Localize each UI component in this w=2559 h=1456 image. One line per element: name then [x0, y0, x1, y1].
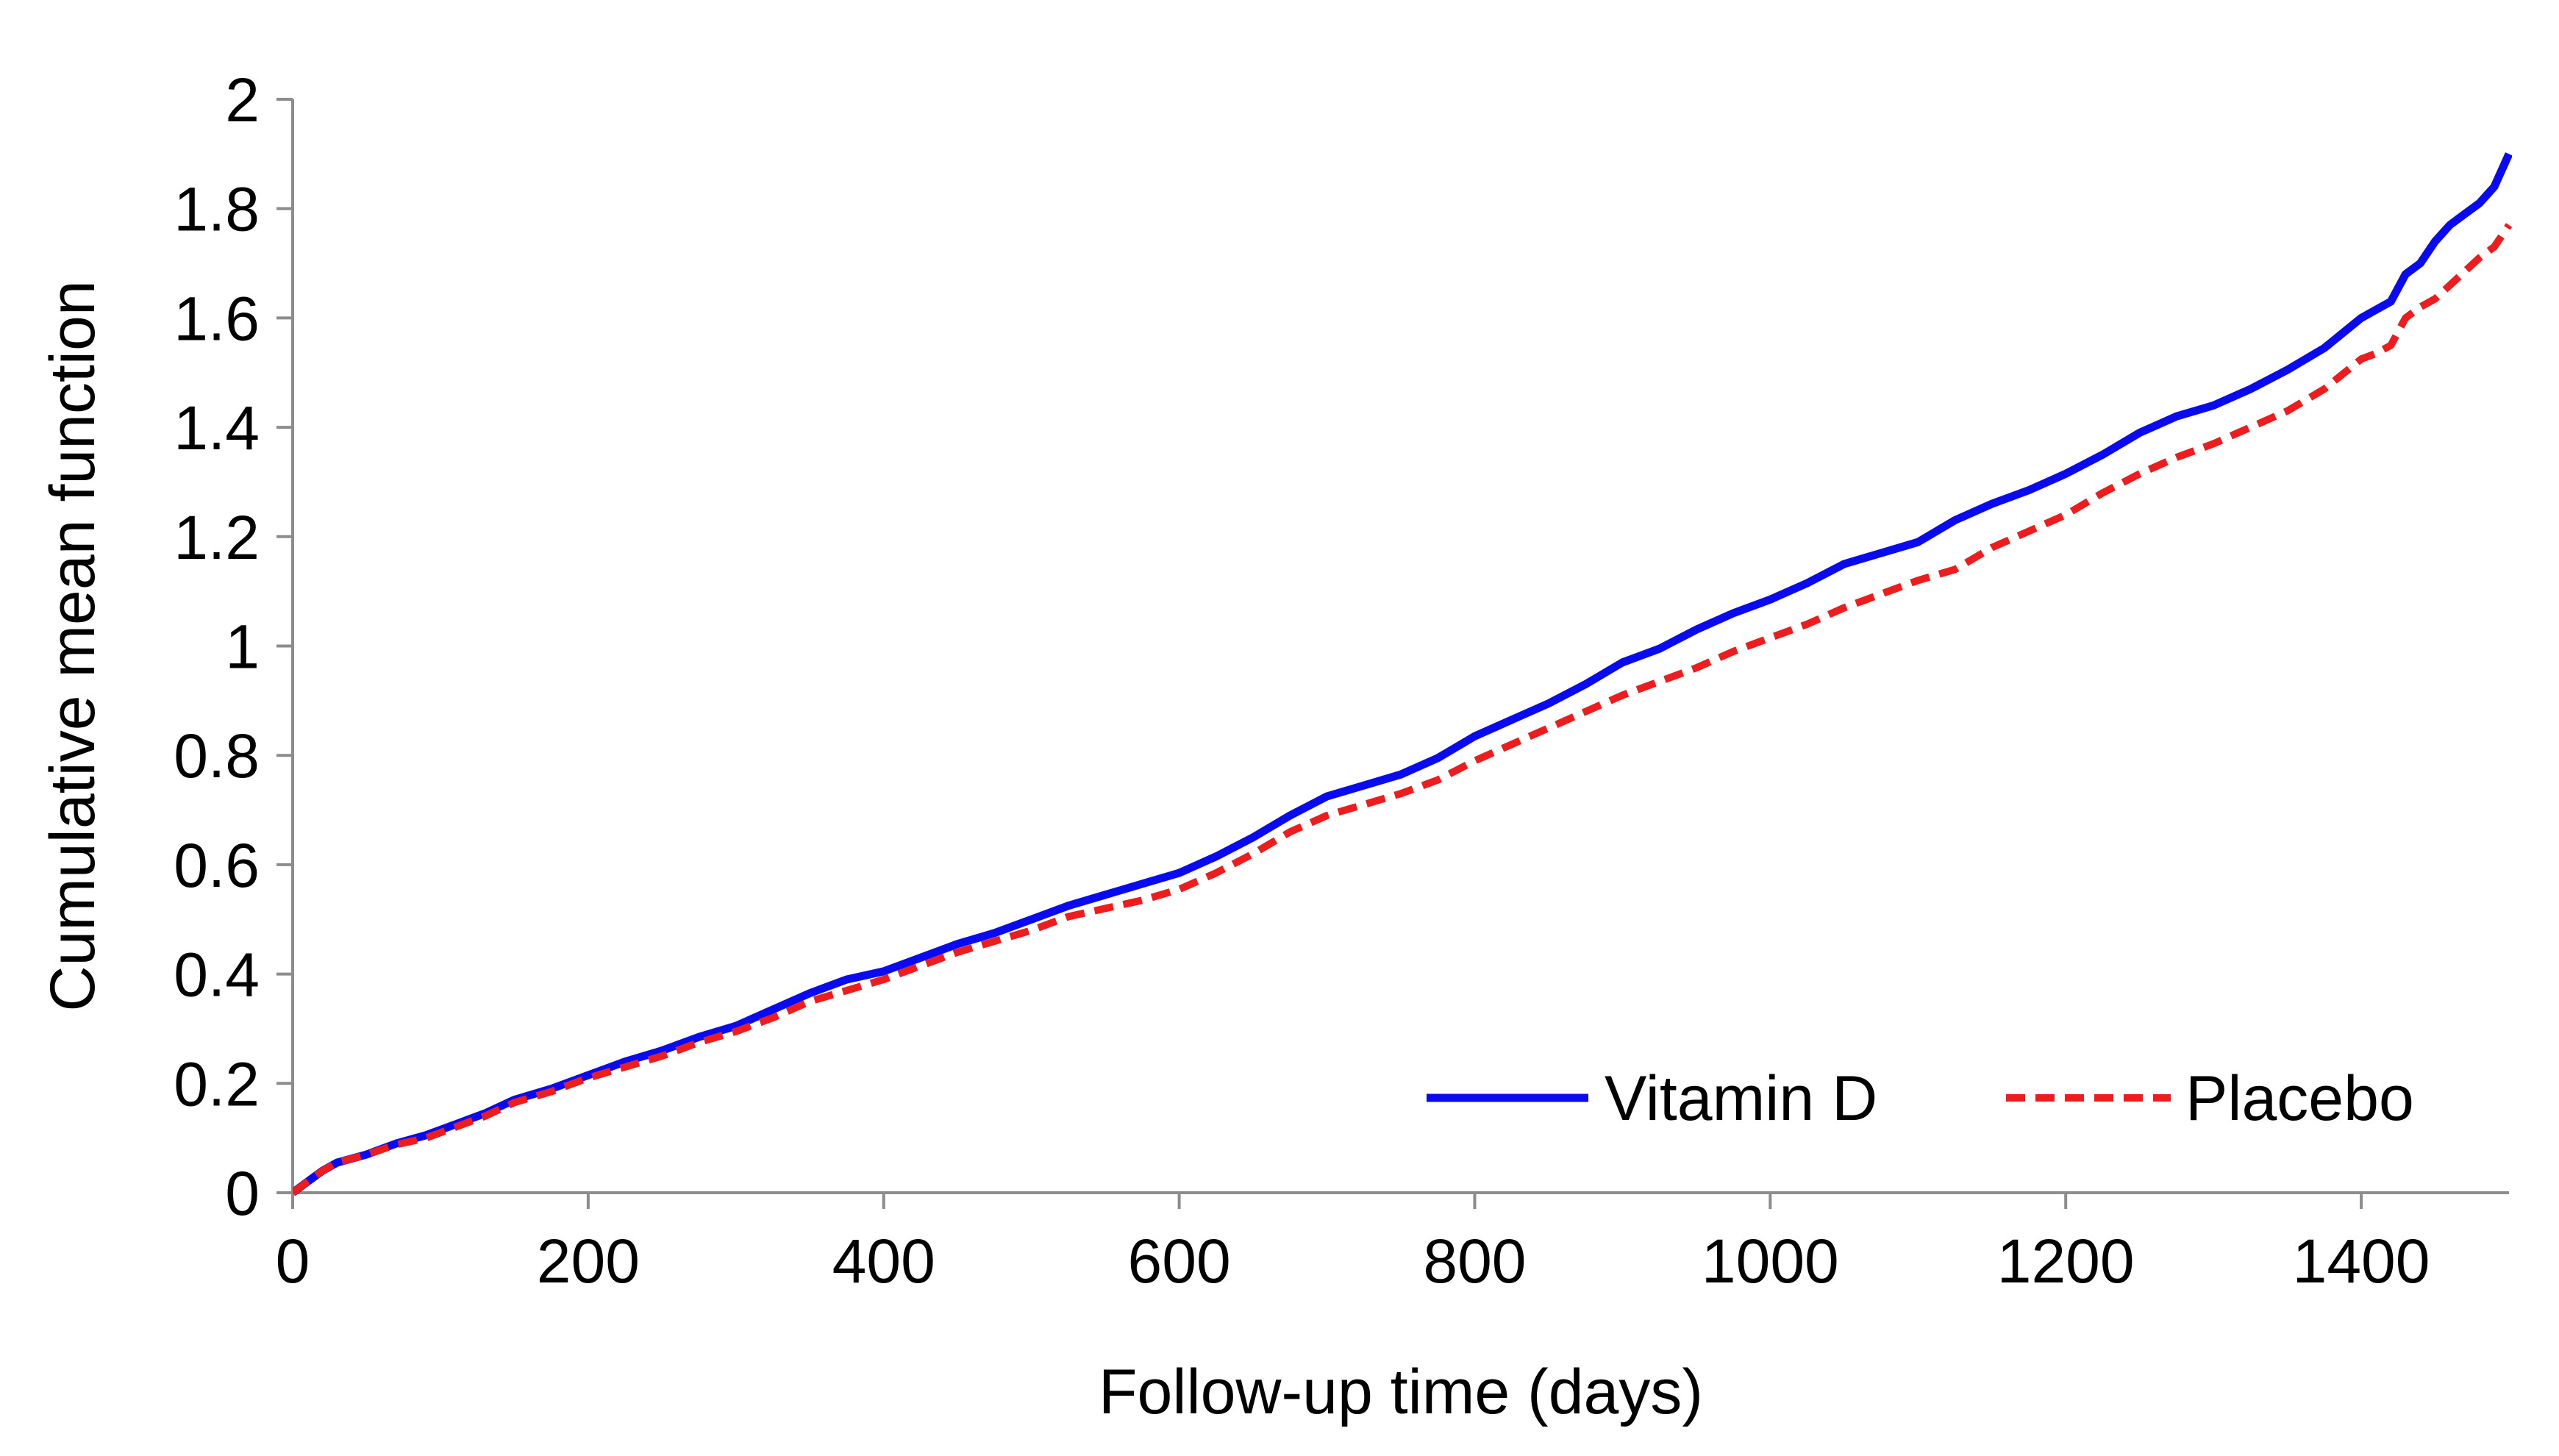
x-tick-label: 0: [276, 1227, 310, 1296]
y-tick-label: 1.4: [174, 393, 260, 463]
legend-label-vitamin-d: Vitamin D: [1605, 1063, 1877, 1134]
y-axis-title: Cumulative mean function: [38, 280, 108, 1011]
legend-label-placebo: Placebo: [2185, 1063, 2414, 1134]
x-axis-title: Follow-up time (days): [1099, 1357, 1703, 1427]
y-tick-label: 1.8: [174, 175, 260, 244]
legend: Vitamin D Placebo: [1427, 1063, 2414, 1134]
x-tick-label: 1200: [1997, 1227, 2135, 1296]
y-tick-label: 1: [225, 613, 260, 682]
y-tick-label: 1.6: [174, 284, 260, 353]
y-tick-label: 0.8: [174, 721, 260, 791]
x-tick-label: 800: [1423, 1227, 1526, 1296]
x-tick-label: 200: [537, 1227, 640, 1296]
y-tick-label: 1.2: [174, 503, 260, 572]
series-lines: [293, 152, 2512, 1196]
x-tick-label: 600: [1128, 1227, 1231, 1296]
series-line-vitamin-d: [293, 152, 2512, 1196]
axes: [276, 98, 2509, 1209]
y-tick-label: 0.4: [174, 941, 260, 1010]
x-tick-label: 1000: [1702, 1227, 1839, 1296]
y-tick-label: 2: [225, 65, 260, 135]
y-tick-label: 0: [225, 1159, 260, 1228]
x-tick-label: 400: [832, 1227, 935, 1296]
y-tick-label: 0.2: [174, 1049, 260, 1118]
series-line-placebo: [293, 223, 2512, 1196]
y-tick-label: 0.6: [174, 831, 260, 900]
x-tick-label: 1400: [2293, 1227, 2430, 1296]
tick-labels: 0 0.2 0.4 0.6 0.8 1 1.2 1.4 1.6 1.8 2 0 200 400 600 800…: [174, 65, 2430, 1296]
